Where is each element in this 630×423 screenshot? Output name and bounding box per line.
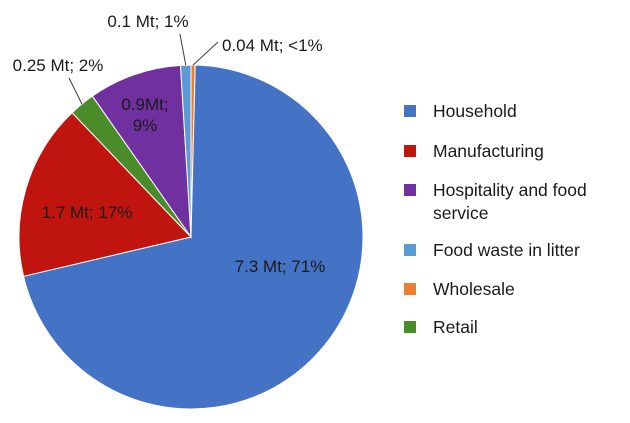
pie-slice-manufacturing — [18, 112, 192, 277]
data-label-wholesale: 0.04 Mt; <1% — [222, 36, 323, 55]
legend-swatch-hospitality — [404, 184, 416, 196]
data-label-manufacturing: 1.7 Mt; 17% — [42, 203, 133, 222]
leader-lines — [68, 33, 219, 105]
pie-slices — [18, 64, 364, 410]
legend-swatch-manufacturing — [404, 145, 416, 157]
legend-label-food-waste-in-litter: Food waste in litter — [433, 240, 580, 260]
data-label-food-waste-in-litter: 0.1 Mt; 1% — [107, 12, 188, 31]
legend-swatch-retail — [404, 321, 416, 333]
pie-slice-hospitality-and-food-service — [91, 64, 192, 239]
legend-label-manufacturing: Manufacturing — [433, 141, 544, 161]
legend-label-household: Household — [433, 101, 517, 121]
legend-label-wholesale: Wholesale — [433, 279, 515, 299]
legend: Household Manufacturing Hospitality and … — [404, 101, 592, 337]
data-label-hospitality-line2: 9% — [133, 116, 158, 135]
legend-swatch-wholesale — [404, 283, 416, 295]
pie-slice-household — [22, 64, 364, 410]
data-label-hospitality-line1: 0.9Mt; — [121, 95, 168, 114]
data-label-household: 7.3 Mt; 71% — [235, 257, 326, 276]
legend-label-hospitality: Hospitality and food service — [433, 180, 592, 223]
leader-line-retail — [68, 77, 83, 105]
legend-swatch-household — [404, 105, 416, 117]
legend-label-retail: Retail — [433, 317, 478, 337]
data-label-retail: 0.25 Mt; 2% — [13, 56, 104, 75]
legend-label-hospitality-line1: Hospitality and food — [433, 180, 587, 200]
leader-line-food-waste-in-litter — [179, 33, 187, 66]
legend-label-hospitality-line2: service — [433, 203, 488, 223]
legend-swatch-food-waste-in-litter — [404, 244, 416, 256]
leader-line-wholesale — [192, 41, 219, 66]
